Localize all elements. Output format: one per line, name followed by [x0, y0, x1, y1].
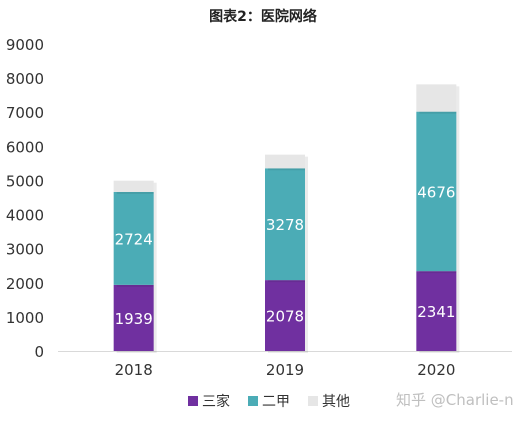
- y-tick-label: 1000: [6, 309, 44, 327]
- y-tick-label: 2000: [6, 275, 44, 293]
- watermark: 知乎 @Charlie-n: [396, 391, 514, 409]
- bar-segment: [416, 84, 457, 112]
- legend-item-other: 其他: [308, 391, 350, 411]
- y-tick-label: 5000: [6, 172, 44, 190]
- x-tick-label: 2019: [266, 361, 304, 379]
- bar-segment: [265, 280, 305, 351]
- y-tick-label: 7000: [6, 104, 44, 122]
- y-tick-label: 4000: [6, 207, 44, 225]
- y-tick-label: 0: [34, 343, 44, 361]
- bar-segment: [113, 180, 154, 192]
- chart-title: 图表2：医院网络: [209, 9, 317, 25]
- data-label: 4676: [417, 183, 455, 201]
- data-label: 2724: [115, 230, 153, 248]
- bar-segment: [265, 154, 305, 169]
- legend-swatch-sanjia: [188, 396, 198, 406]
- y-tick-label: 3000: [6, 241, 44, 259]
- legend-item-sanjia: 三家: [188, 391, 230, 411]
- y-tick-label: 9000: [6, 36, 44, 54]
- legend-swatch-other: [308, 396, 318, 406]
- legend-item-erjia: 二甲: [248, 391, 290, 411]
- x-tick-label: 2018: [115, 361, 153, 379]
- data-label: 3278: [266, 216, 304, 234]
- legend-label-erjia: 二甲: [262, 394, 290, 410]
- data-label: 1939: [115, 310, 153, 328]
- legend: 三家 二甲 其他: [188, 391, 350, 411]
- legend-label-sanjia: 三家: [202, 394, 230, 410]
- bar-segment: [113, 191, 154, 285]
- bar-segment: [113, 284, 154, 351]
- data-label: 2341: [417, 303, 455, 321]
- x-tick-label: 2020: [417, 361, 455, 379]
- bar-segment: [416, 271, 457, 351]
- y-tick-label: 8000: [6, 70, 44, 88]
- legend-label-other: 其他: [322, 394, 350, 410]
- y-tick-label: 6000: [6, 138, 44, 156]
- data-label: 2078: [266, 308, 304, 326]
- bar-segment: [416, 111, 457, 272]
- legend-swatch-erjia: [248, 396, 258, 406]
- bar-segment: [265, 168, 305, 281]
